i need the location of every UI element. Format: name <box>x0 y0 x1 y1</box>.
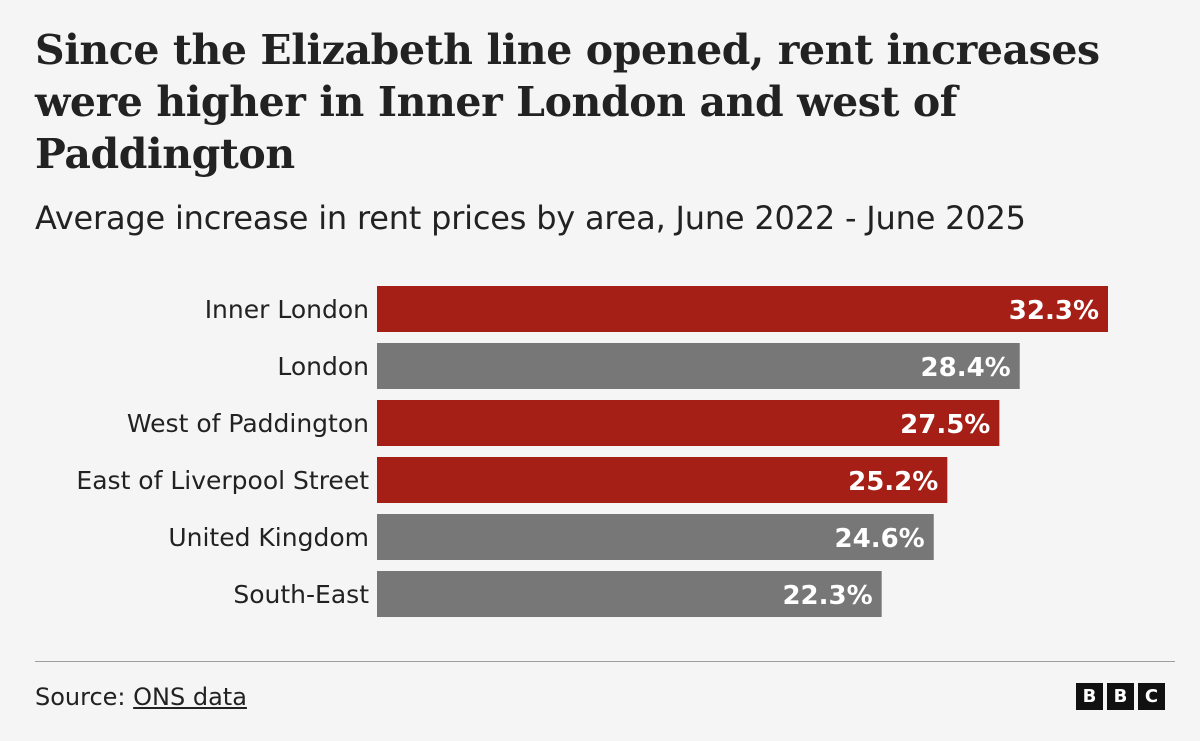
chart-title: Since the Elizabeth line opened, rent in… <box>35 26 1100 178</box>
chart-subtitle: Average increase in rent prices by area,… <box>35 199 1026 237</box>
bbc-logo-letter: B <box>1107 683 1134 710</box>
bar-chart: Inner London 32.3% London 28.4% West of Padd… <box>76 286 1108 617</box>
bar-west-of-paddington <box>377 400 1000 446</box>
bbc-logo-letter: B <box>1076 683 1103 710</box>
value-label: 28.4% <box>921 353 1011 383</box>
category-label: West of Paddington <box>127 409 369 438</box>
category-label: United Kingdom <box>168 523 369 552</box>
source-prefix: Source: <box>35 683 134 711</box>
bar-united-kingdom <box>377 514 934 560</box>
bbc-logo-letter: C <box>1138 683 1165 710</box>
category-label: South-East <box>233 580 369 609</box>
source-link[interactable]: ONS data <box>133 683 247 711</box>
category-label: East of Liverpool Street <box>76 466 369 495</box>
value-label: 27.5% <box>900 410 990 440</box>
bar-london <box>377 343 1020 389</box>
category-label: Inner London <box>205 295 369 324</box>
value-label: 32.3% <box>1009 296 1099 326</box>
footer-divider <box>35 661 1175 662</box>
category-label: London <box>277 352 369 381</box>
value-label: 24.6% <box>835 524 925 554</box>
bar-east-of-liverpool-street <box>377 457 948 503</box>
bbc-logo: B B C <box>1076 683 1165 710</box>
bar-south-east <box>377 571 882 617</box>
source-note: Source: ONS data <box>35 680 247 714</box>
value-label: 25.2% <box>848 467 938 497</box>
bar-inner-london <box>377 286 1108 332</box>
value-label: 22.3% <box>782 581 872 611</box>
